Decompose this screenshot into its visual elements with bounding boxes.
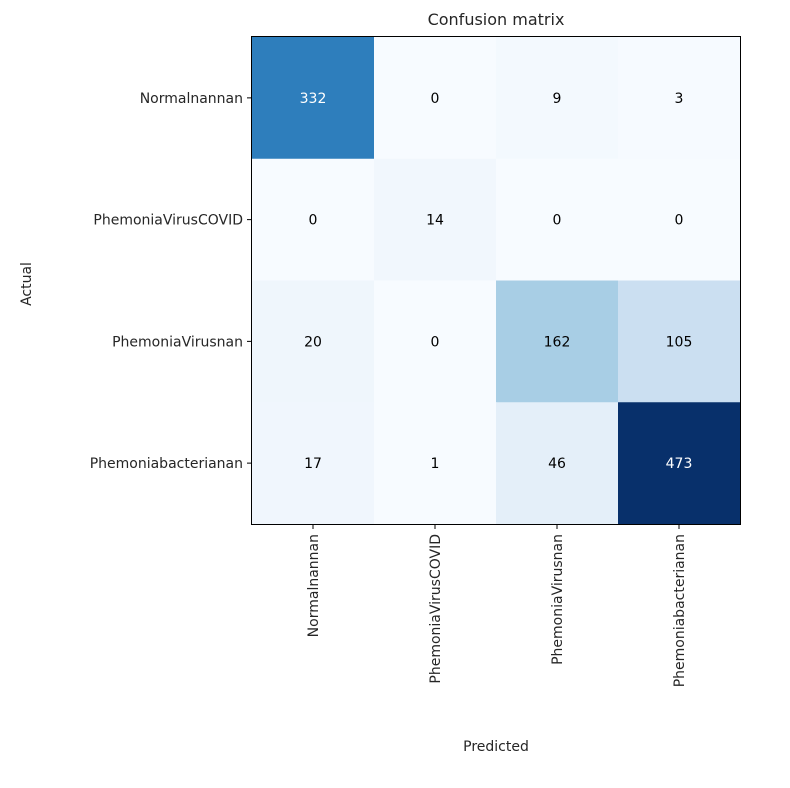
heatmap-cell xyxy=(496,402,619,525)
y-axis-label: Actual xyxy=(19,262,35,306)
cell-value-label: 9 xyxy=(553,91,562,107)
y-tick-label: PhemoniaVirusnan xyxy=(112,334,243,350)
heatmap-cell xyxy=(252,402,375,525)
chart-title: Confusion matrix xyxy=(428,10,565,29)
x-tick-label: PhemoniaVirusCOVID xyxy=(428,534,444,684)
heatmap-cell xyxy=(618,402,741,525)
x-tick-label: Phemoniabacterianan xyxy=(672,534,688,687)
x-tick-label: Normalnannan xyxy=(306,534,322,637)
cell-value-label: 17 xyxy=(304,456,322,472)
y-tick-label: Normalnannan xyxy=(140,91,243,107)
heatmap-cell xyxy=(618,280,741,403)
cell-value-label: 162 xyxy=(544,334,571,350)
heatmap-cell xyxy=(252,280,375,403)
heatmap-cells: 332 0 9 3 0 14 0 0 20 0 162 105 17 1 46 473 xyxy=(252,37,741,525)
heatmap-cell xyxy=(252,37,375,160)
heatmap-cell xyxy=(374,280,497,403)
cell-value-label: 332 xyxy=(300,91,327,107)
x-axis-ticks: Normalnannan PhemoniaVirusCOVID PhemoniaVi… xyxy=(306,524,688,687)
heatmap-cell xyxy=(374,37,497,160)
heatmap-cell xyxy=(374,402,497,525)
y-tick-label: Phemoniabacterianan xyxy=(90,456,243,472)
cell-value-label: 0 xyxy=(675,213,684,229)
cell-value-label: 20 xyxy=(304,334,322,350)
y-axis-ticks: Normalnannan PhemoniaVirusCOVID PhemoniaVi… xyxy=(90,91,252,472)
cell-value-label: 3 xyxy=(675,91,684,107)
cell-value-label: 46 xyxy=(548,456,566,472)
heatmap-cell xyxy=(496,37,619,160)
cell-value-label: 0 xyxy=(309,213,318,229)
heatmap-cell xyxy=(618,37,741,160)
x-tick-label: PhemoniaVirusnan xyxy=(550,534,566,665)
cell-value-label: 1 xyxy=(431,456,440,472)
heatmap-cell xyxy=(374,158,497,281)
cell-value-label: 105 xyxy=(666,334,693,350)
heatmap-cell xyxy=(496,280,619,403)
cell-value-label: 0 xyxy=(431,91,440,107)
y-tick-label: PhemoniaVirusCOVID xyxy=(93,213,243,229)
heatmap-cell xyxy=(252,158,375,281)
heatmap-cell xyxy=(618,158,741,281)
heatmap-cell xyxy=(496,158,619,281)
x-axis-label: Predicted xyxy=(463,739,529,755)
cell-value-label: 0 xyxy=(553,213,562,229)
cell-value-label: 473 xyxy=(666,456,693,472)
plot-frame xyxy=(251,36,741,525)
cell-value-label: 14 xyxy=(426,213,444,229)
cell-value-label: 0 xyxy=(431,334,440,350)
